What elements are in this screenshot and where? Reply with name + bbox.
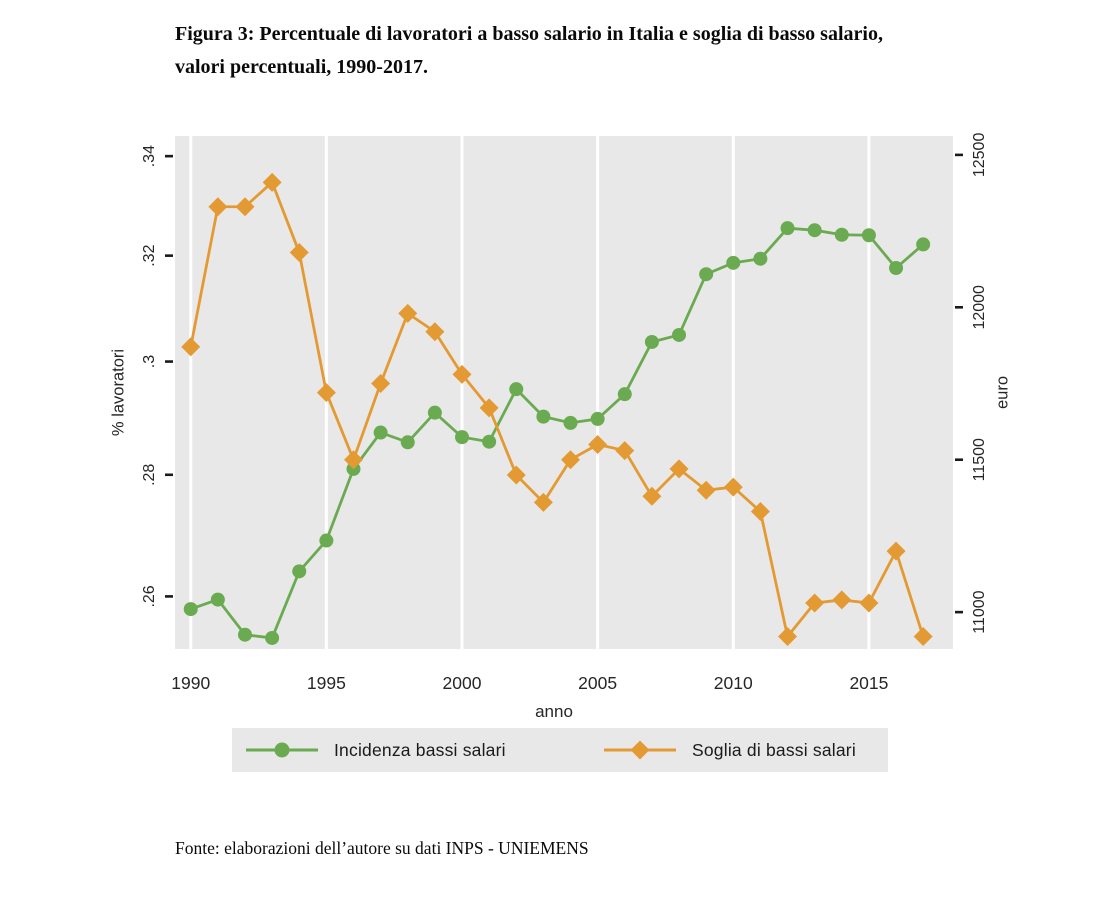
svg-text:.28: .28 (141, 464, 158, 486)
figure-title: Figura 3: Percentuale di lavoratori a ba… (175, 18, 1015, 84)
chart-svg: .26 .28 .3 .32 .34 % lavoratori 11000 11500 1200… (109, 133, 1011, 721)
svg-text:1995: 1995 (307, 673, 346, 693)
x-axis-title: anno (535, 702, 573, 721)
right-axis-title: euro (993, 376, 1011, 409)
svg-text:12000: 12000 (971, 285, 988, 330)
svg-text:12500: 12500 (971, 133, 988, 178)
figure-title-line2: valori percentuali, 1990-2017. (175, 56, 428, 78)
svg-text:.34: .34 (141, 145, 158, 167)
svg-text:.32: .32 (141, 244, 158, 266)
legend-entry-incidenza: Incidenza bassi salari (246, 739, 540, 761)
svg-text:1990: 1990 (171, 673, 210, 693)
legend-swatch-diamond-icon (604, 740, 676, 760)
legend-swatch-circle-icon (246, 742, 318, 758)
left-axis: .26 .28 .3 .32 .34 % lavoratori (109, 145, 173, 608)
svg-text:.3: .3 (141, 355, 158, 368)
svg-text:2005: 2005 (578, 673, 617, 693)
legend-entry-soglia: Soglia di bassi salari (604, 739, 856, 761)
plot-background (175, 136, 953, 649)
svg-text:2010: 2010 (714, 673, 753, 693)
svg-text:2000: 2000 (443, 673, 482, 693)
left-axis-title: % lavoratori (109, 349, 127, 436)
figure-title-line1: Figura 3: Percentuale di lavoratori a ba… (175, 23, 883, 45)
legend-label-incidenza: Incidenza bassi salari (334, 739, 506, 760)
series-incidenza (183, 221, 931, 645)
legend-label-soglia: Soglia di bassi salari (692, 739, 856, 760)
chart-legend: Incidenza bassi salari Soglia di bassi s… (232, 728, 888, 772)
series-soglia (181, 172, 933, 647)
svg-text:11000: 11000 (971, 590, 988, 633)
chart-area: .26 .28 .3 .32 .34 % lavoratori 11000 11500 1200… (0, 100, 1098, 725)
svg-text:.26: .26 (141, 585, 158, 607)
source-note: Fonte: elaborazioni dell’autore su dati … (175, 838, 589, 858)
right-axis: 11000 11500 12000 12500 euro (955, 133, 1011, 634)
gridlines (189, 136, 871, 649)
x-axis: 1990 1995 2000 2005 2010 2015 anno (171, 673, 888, 721)
svg-text:2015: 2015 (849, 673, 888, 693)
svg-text:11500: 11500 (971, 438, 988, 481)
